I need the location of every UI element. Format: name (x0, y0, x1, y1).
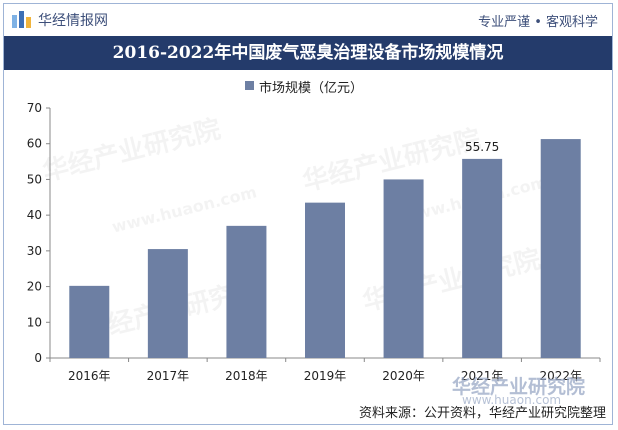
y-tick-label: 10 (27, 315, 42, 329)
data-label: 55.75 (465, 140, 499, 154)
y-tick-label: 60 (27, 137, 42, 151)
y-tick-label: 40 (27, 208, 42, 222)
bar (69, 285, 110, 358)
source-note: 资料来源：公开资料，华经产业研究院整理 (358, 406, 606, 421)
legend-label: 市场规模（亿元） (259, 81, 364, 96)
y-tick-label: 20 (27, 280, 42, 294)
slogan: 专业严谨 • 客观科学 (478, 15, 598, 30)
legend-swatch (245, 81, 254, 90)
y-tick-label: 70 (27, 101, 42, 115)
x-tick-label: 2021年 (461, 369, 504, 383)
y-tick-label: 50 (27, 172, 42, 186)
chart-title: 2016-2022年中国废气恶臭治理设备市场规模情况 (112, 43, 504, 63)
x-tick-label: 2020年 (382, 369, 425, 383)
bar (540, 139, 581, 358)
logo-icon (12, 11, 31, 28)
title-bar: 2016-2022年中国废气恶臭治理设备市场规模情况 (4, 36, 612, 70)
bar (305, 202, 345, 358)
y-tick-label: 30 (27, 244, 42, 258)
x-tick-label: 2016年 (68, 369, 111, 383)
bar (226, 225, 267, 358)
top-bar: 华经情报网 专业严谨 • 客观科学 (4, 4, 612, 34)
x-tick-label: 2017年 (147, 369, 190, 383)
y-tick-label: 0 (34, 351, 42, 365)
bar (383, 179, 424, 358)
watermark-corner: 华经产业研究院 (452, 376, 586, 398)
watermark-corner-url: www.huaon.com (462, 393, 562, 407)
x-tick-label: 2019年 (304, 369, 347, 383)
bar (462, 158, 503, 358)
brand-name: 华经情报网 (38, 13, 108, 29)
x-tick-label: 2018年 (225, 369, 268, 383)
bar (147, 249, 188, 358)
x-tick-label: 2022年 (539, 369, 582, 383)
